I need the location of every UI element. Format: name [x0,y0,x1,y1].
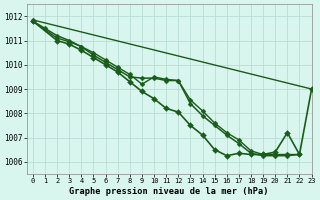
X-axis label: Graphe pression niveau de la mer (hPa): Graphe pression niveau de la mer (hPa) [69,187,269,196]
